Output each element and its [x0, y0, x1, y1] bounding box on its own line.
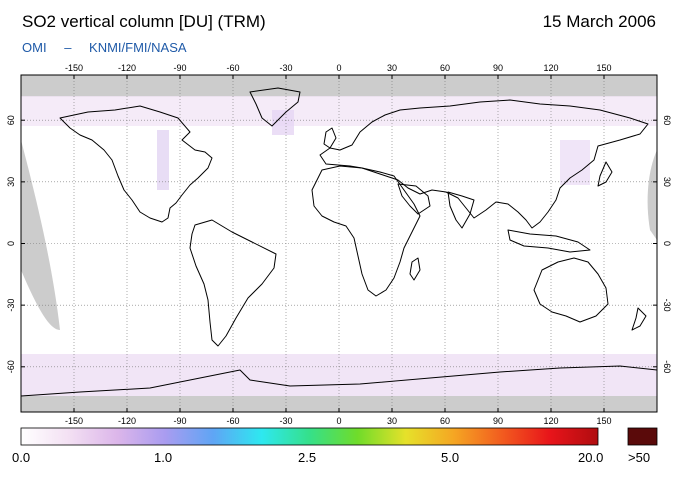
no-data-swath-gap-west: [21, 140, 60, 330]
source-instrument: OMI: [22, 40, 47, 55]
coastline-madagascar: [409, 257, 421, 281]
lat-label-right: -60: [662, 360, 672, 373]
no-data-swath-gap-east: [647, 150, 657, 240]
coastline-uk: [323, 127, 337, 149]
colorbar: [20, 427, 658, 446]
lon-label-bottom: -120: [118, 416, 136, 426]
colorbar-overflow-label: >50: [628, 450, 651, 465]
colorbar-label-1: 1.0: [154, 450, 173, 465]
lon-label-bottom: -150: [65, 416, 83, 426]
lon-label-top: -90: [173, 63, 186, 73]
lon-label-bottom: -30: [279, 416, 292, 426]
lon-label-bottom: 150: [596, 416, 611, 426]
lon-label-top: -60: [226, 63, 239, 73]
lon-label-bottom: -60: [226, 416, 239, 426]
coastline-maritime-se-asia: [507, 229, 591, 253]
map-date: 15 March 2006: [542, 12, 656, 31]
coastline-india: [447, 191, 475, 229]
source-separator: –: [64, 40, 72, 55]
lon-label-bottom: 120: [543, 416, 558, 426]
so2-enhancement-china: [560, 140, 590, 185]
colorbar-gradient: [20, 427, 599, 446]
colorbar-label-3: 5.0: [441, 450, 460, 465]
lon-label-top: -30: [279, 63, 292, 73]
lon-label-bottom: 60: [440, 416, 450, 426]
lat-label-left: -30: [6, 299, 16, 312]
lon-label-top: 150: [596, 63, 611, 73]
coastline-africa: [311, 165, 421, 297]
map-ticks: -150 -150 -120 -120 -90 -90 -60 -60 -30 -30 0 0 30 30…: [6, 63, 672, 426]
lat-label-right: 30: [662, 177, 672, 187]
colorbar-label-0: 0.0: [12, 450, 31, 465]
lon-label-top: 0: [336, 63, 341, 73]
lon-label-top: -120: [118, 63, 136, 73]
so2-enhancement-greenland: [272, 110, 294, 135]
coastline-japan: [597, 161, 613, 187]
coastline-south-america: [189, 219, 277, 347]
data-source: OMI – KNMI/FMI/NASA: [22, 40, 201, 55]
no-data-north: [21, 75, 657, 97]
colorbar-label-2: 2.5: [298, 450, 317, 465]
source-agencies: KNMI/FMI/NASA: [89, 40, 187, 55]
coastline-new-zealand: [631, 307, 647, 331]
coastline-greenland: [249, 87, 301, 127]
lat-label-left: 30: [6, 177, 16, 187]
lat-label-left: 60: [6, 115, 16, 125]
colorbar-overflow-swatch: [627, 427, 658, 446]
lat-label-right: 60: [662, 115, 672, 125]
lon-label-bottom: 0: [336, 416, 341, 426]
lon-label-top: 90: [493, 63, 503, 73]
so2-enhancement-na: [157, 130, 169, 190]
lon-label-top: 30: [387, 63, 397, 73]
lon-label-top: 60: [440, 63, 450, 73]
coastline-antarctica: [21, 365, 657, 412]
colorbar-label-4: 20.0: [578, 450, 604, 465]
coastline-australia: [533, 257, 609, 323]
lon-label-bottom: -90: [173, 416, 186, 426]
lat-label-left: -60: [6, 360, 16, 373]
graticule: [21, 75, 657, 412]
map-title: SO2 vertical column [DU] (TRM): [22, 12, 266, 31]
lat-label-right: -30: [662, 299, 672, 312]
coastline-arabia: [397, 183, 431, 215]
lat-label-left: 0: [6, 241, 16, 246]
lat-label-right: 0: [662, 241, 672, 246]
coastline-north-america: [59, 105, 213, 223]
lon-label-bottom: 30: [387, 416, 397, 426]
lon-label-top: -150: [65, 63, 83, 73]
lon-label-bottom: 90: [493, 416, 503, 426]
map-content: [21, 75, 657, 412]
coastlines: [21, 87, 657, 412]
coastline-eurasia: [319, 99, 649, 229]
lon-label-top: 120: [543, 63, 558, 73]
